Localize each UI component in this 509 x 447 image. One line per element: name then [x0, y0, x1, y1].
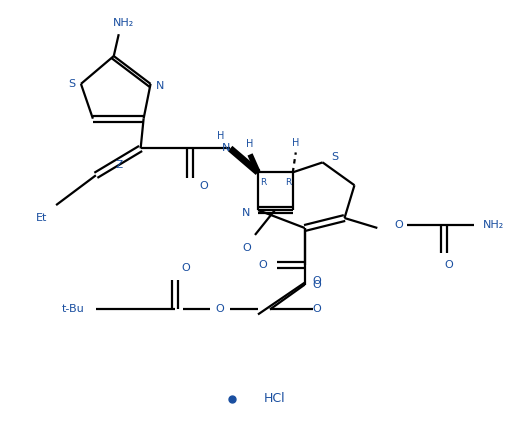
Text: S: S	[331, 152, 338, 162]
Text: H: H	[292, 138, 299, 148]
Text: N: N	[156, 81, 165, 91]
Text: O: O	[181, 263, 190, 273]
Text: O: O	[313, 276, 321, 286]
Text: R: R	[285, 178, 291, 187]
Text: O: O	[199, 181, 208, 191]
Text: Z: Z	[115, 160, 122, 170]
Text: Et: Et	[36, 213, 47, 223]
Text: O: O	[313, 280, 321, 290]
Text: O: O	[243, 243, 251, 253]
Text: NH₂: NH₂	[483, 220, 504, 230]
Text: O: O	[444, 260, 454, 270]
Text: H: H	[216, 131, 224, 140]
Text: H: H	[246, 139, 253, 149]
Text: O: O	[259, 260, 267, 270]
Text: t-Bu: t-Bu	[62, 304, 84, 314]
Text: NH₂: NH₂	[113, 18, 134, 28]
Text: N: N	[242, 208, 250, 218]
Text: O: O	[216, 304, 224, 314]
Text: N: N	[222, 143, 231, 153]
Text: HCl: HCl	[264, 392, 286, 405]
Text: O: O	[395, 220, 404, 230]
Text: O: O	[313, 304, 321, 314]
Text: S: S	[68, 79, 75, 89]
Text: R: R	[260, 178, 266, 187]
